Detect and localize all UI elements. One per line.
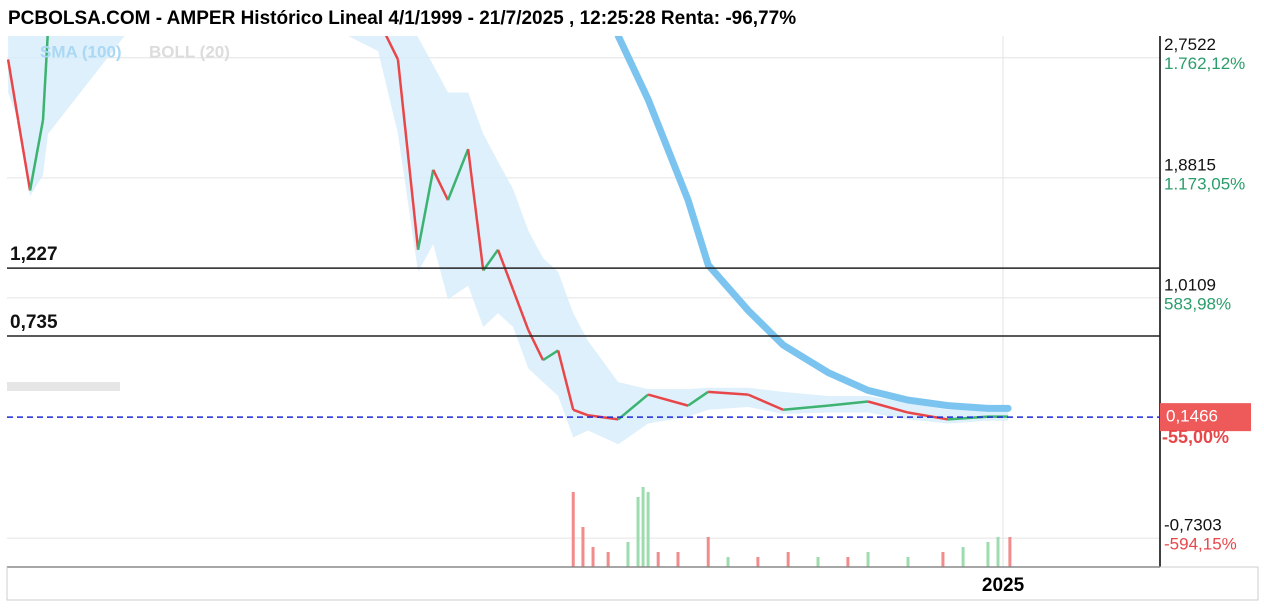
price-segment [708, 390, 749, 396]
y-tick-label: -0,7303 [1164, 516, 1222, 535]
y-tick-pct-label: 1.762,12% [1164, 54, 1245, 73]
price-segment [511, 289, 530, 331]
price-segment [384, 36, 400, 61]
volume-bar [606, 552, 610, 567]
volume-bar [846, 557, 850, 567]
y-tick-pct-label: 1.173,05% [1164, 174, 1245, 193]
price-segment [907, 411, 949, 421]
price-segment [687, 390, 709, 407]
price-segment [617, 393, 649, 421]
price-segment [466, 148, 485, 271]
price-segment [16, 119, 32, 191]
y-tick-label: 2,7522 [1164, 35, 1216, 54]
level-label: 1,227 [10, 244, 58, 265]
y-tick-label: 1,0109 [1164, 275, 1216, 294]
chart-title: PCBOLSA.COM - AMPER Histórico Lineal 4/1… [8, 8, 796, 29]
legend-entry: BOLL (20) [149, 42, 230, 61]
price-segment [7, 59, 20, 121]
level-label: 0,735 [10, 312, 58, 333]
volume-bar [756, 557, 760, 567]
placeholder-bar [7, 382, 120, 391]
volume-bar [646, 492, 650, 567]
volume-bar [866, 552, 870, 567]
plot [7, 36, 1160, 567]
legend-entry: SMA (100) [40, 42, 122, 61]
price-segment [867, 400, 909, 414]
volume-bar [1008, 537, 1012, 567]
price-segment [396, 59, 420, 250]
sma-line [614, 36, 1012, 412]
y-tick-pct-label: -594,15% [1164, 535, 1237, 554]
volume-bar [676, 552, 680, 567]
price-segment [41, 36, 49, 121]
last-price-box [1160, 403, 1251, 432]
plot-area [7, 36, 1160, 567]
price-segment [527, 329, 545, 361]
volume-bar [641, 487, 645, 567]
last-price-pct: -55,00% [1162, 427, 1229, 447]
x-axis-frame [6, 566, 1259, 601]
bollinger-band [8, 36, 1009, 445]
volume-bar [656, 552, 660, 567]
price-segment [482, 249, 500, 272]
volume-bar [636, 497, 640, 567]
volume-bar [581, 527, 585, 567]
y-tick-label: 1,8815 [1164, 155, 1216, 174]
volume-bar [906, 557, 910, 567]
volume-bar [706, 537, 710, 567]
volume-bar [961, 547, 965, 567]
price-segment [587, 414, 619, 421]
volume-bar [986, 542, 990, 567]
volume-bar [786, 552, 790, 567]
volume-bar [726, 557, 730, 567]
volume-bar [571, 492, 575, 567]
y-tick-pct-label: 583,98% [1164, 294, 1231, 313]
price-segment [416, 169, 435, 251]
price-segment [542, 349, 559, 362]
volume-bar [996, 537, 1000, 567]
price-segment [647, 393, 689, 407]
price-segment [28, 119, 45, 191]
volume-bar [626, 542, 630, 567]
price-segment [556, 350, 575, 411]
price-segment [827, 400, 869, 407]
title-bar [0, 0, 1160, 36]
x-tick-label: 2025 [982, 575, 1025, 596]
last-price-label: 0,1466 [1166, 407, 1218, 426]
price-segment [747, 393, 784, 411]
volume-bar [941, 552, 945, 567]
volume-bar [591, 547, 595, 567]
price-segment [432, 169, 450, 201]
price-segment [782, 404, 829, 412]
price-segment [572, 408, 589, 417]
price-segment [446, 148, 470, 201]
price-segment [496, 249, 515, 291]
volume-bar [816, 557, 820, 567]
